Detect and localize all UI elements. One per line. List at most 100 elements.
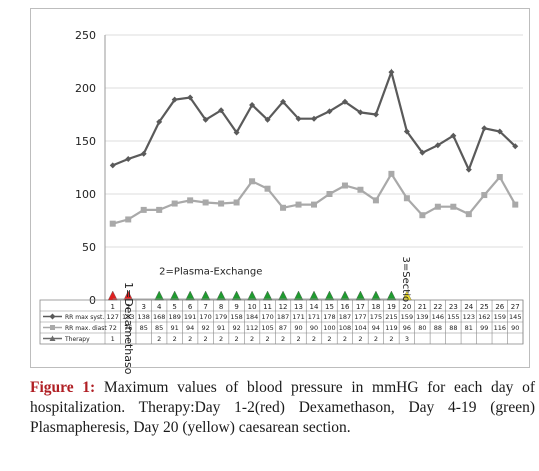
- data-point: [465, 166, 472, 173]
- data-point: [450, 132, 457, 139]
- data-label: 105: [261, 324, 273, 332]
- data-point: [140, 206, 147, 213]
- y-tick-label: 200: [75, 82, 96, 95]
- data-point: [125, 216, 132, 223]
- data-point: [171, 96, 178, 103]
- therapy-marker: [169, 290, 180, 301]
- data-label: 100: [323, 324, 335, 332]
- legend-key-marker: [49, 335, 56, 341]
- data-point: [512, 201, 519, 208]
- data-label: 138: [137, 313, 149, 321]
- data-point: [140, 150, 147, 157]
- therapy-marker: [262, 290, 273, 301]
- data-label: 85: [140, 324, 148, 332]
- data-point: [264, 116, 271, 123]
- data-point: [357, 186, 364, 193]
- data-point: [341, 182, 348, 189]
- data-point: [171, 200, 178, 207]
- x-tick-label: 10: [248, 303, 257, 311]
- data-label: 76: [124, 324, 132, 332]
- data-label: 133: [122, 313, 134, 321]
- data-point: [388, 170, 395, 177]
- caption-label: Figure 1:: [30, 379, 96, 396]
- data-label: 112: [246, 324, 258, 332]
- data-label: 2: [157, 335, 161, 343]
- x-tick-label: 1: [111, 303, 115, 311]
- data-label: 171: [292, 313, 304, 321]
- data-label: 99: [480, 324, 488, 332]
- therapy-marker: [293, 290, 304, 301]
- y-tick-label: 100: [75, 188, 96, 201]
- data-point: [218, 107, 225, 114]
- data-label: 146: [432, 313, 444, 321]
- x-tick-label: 15: [325, 303, 334, 311]
- data-label: 90: [511, 324, 519, 332]
- annotation-sectio: 3=Sectio: [400, 257, 411, 303]
- data-label: 123: [463, 313, 475, 321]
- therapy-marker: [231, 290, 242, 301]
- data-label: 2: [173, 335, 177, 343]
- data-label: 2: [389, 335, 393, 343]
- x-tick-label: 4: [157, 303, 162, 311]
- data-label: 162: [478, 313, 490, 321]
- data-label: 119: [385, 324, 397, 332]
- data-point: [249, 101, 256, 108]
- caption-text: Maximum values of blood pressure in mmHG…: [30, 379, 536, 436]
- x-tick-label: 26: [495, 303, 504, 311]
- x-tick-label: 23: [449, 303, 458, 311]
- x-tick-label: 11: [263, 303, 272, 311]
- data-point: [434, 142, 441, 149]
- data-label: 2: [281, 335, 285, 343]
- data-label: 178: [323, 313, 335, 321]
- data-label: 91: [171, 324, 179, 332]
- x-tick-label: 27: [511, 303, 520, 311]
- data-point: [450, 203, 457, 210]
- therapy-marker: [200, 290, 211, 301]
- data-label: 85: [155, 324, 163, 332]
- data-label: 3: [405, 335, 409, 343]
- data-point: [156, 206, 163, 213]
- x-tick-label: 9: [234, 303, 238, 311]
- x-tick-label: 19: [387, 303, 396, 311]
- data-label: 187: [339, 313, 351, 321]
- data-label: 2: [219, 335, 223, 343]
- data-label: 2: [374, 335, 378, 343]
- y-tick-label: 250: [75, 29, 96, 42]
- data-label: 170: [261, 313, 273, 321]
- data-label: 2: [327, 335, 331, 343]
- data-point: [481, 125, 488, 132]
- data-point: [465, 211, 472, 218]
- data-label: 2: [188, 335, 192, 343]
- data-label: 139: [416, 313, 428, 321]
- data-point: [403, 195, 410, 202]
- data-point: [187, 197, 194, 204]
- x-tick-label: 17: [356, 303, 365, 311]
- x-tick-label: 12: [279, 303, 288, 311]
- data-label: 108: [339, 324, 351, 332]
- data-label: 155: [447, 313, 459, 321]
- x-tick-label: 18: [371, 303, 380, 311]
- data-label: 94: [186, 324, 194, 332]
- x-tick-label: 20: [402, 303, 411, 311]
- data-label: 94: [372, 324, 380, 332]
- data-label: 2: [296, 335, 300, 343]
- therapy-marker: [355, 290, 366, 301]
- data-point: [233, 199, 240, 206]
- x-tick-label: 13: [294, 303, 303, 311]
- data-label: 96: [403, 324, 411, 332]
- y-tick-label: 0: [89, 294, 96, 307]
- legend-label: RR max syst.: [65, 314, 104, 321]
- x-tick-label: 6: [188, 303, 193, 311]
- data-point: [434, 203, 441, 210]
- data-point: [311, 115, 317, 122]
- therapy-marker: [309, 290, 319, 301]
- data-label: 80: [418, 324, 426, 332]
- data-point: [295, 201, 302, 208]
- x-tick-label: 25: [480, 303, 489, 311]
- data-label: 2: [358, 335, 362, 343]
- x-tick-label: 8: [219, 303, 223, 311]
- data-label: 2: [265, 335, 269, 343]
- data-point: [372, 111, 379, 118]
- y-tick-label: 150: [75, 135, 96, 148]
- data-point: [218, 200, 225, 207]
